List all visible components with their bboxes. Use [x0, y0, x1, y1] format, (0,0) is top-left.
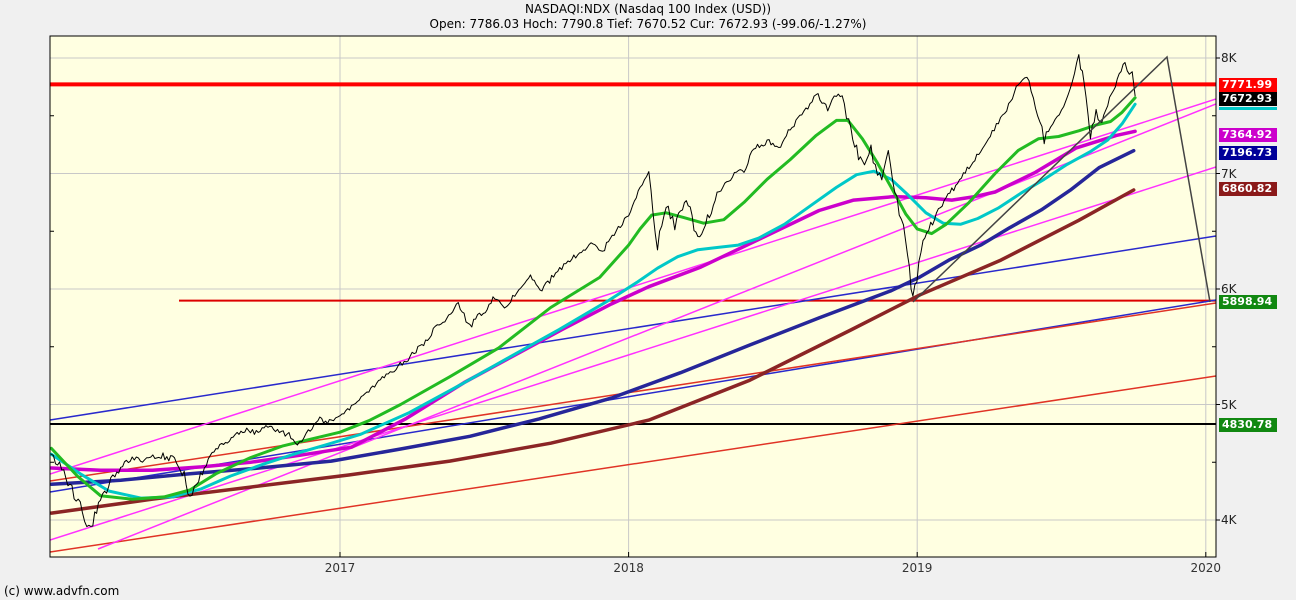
series-ma-200w-brown — [50, 188, 1136, 515]
series-ma-150d-magenta — [50, 129, 1137, 473]
plot-border — [49, 35, 1217, 558]
magenta-fan-steep — [97, 103, 1216, 550]
blue-channel-upper — [50, 235, 1216, 421]
plot-layers — [50, 36, 1216, 557]
magenta-fan-lower — [50, 166, 1216, 541]
series-price — [50, 54, 1136, 528]
chart-ohlc-summary: Open: 7786.03 Hoch: 7790.8 Tief: 7670.52… — [429, 17, 867, 31]
series-ma-50d-green — [50, 96, 1137, 501]
chart-title: NASDAQI:NDX (Nasdaq 100 Index (USD)) — [524, 2, 772, 16]
red-trend-upper — [50, 302, 1216, 482]
series-ma-100d-cyan — [50, 102, 1137, 500]
black-projection — [912, 55, 1211, 303]
copyright: (c) www.advfn.com — [4, 584, 120, 598]
red-trend-lower — [50, 375, 1216, 553]
series-ma-200d-navy — [50, 148, 1136, 486]
